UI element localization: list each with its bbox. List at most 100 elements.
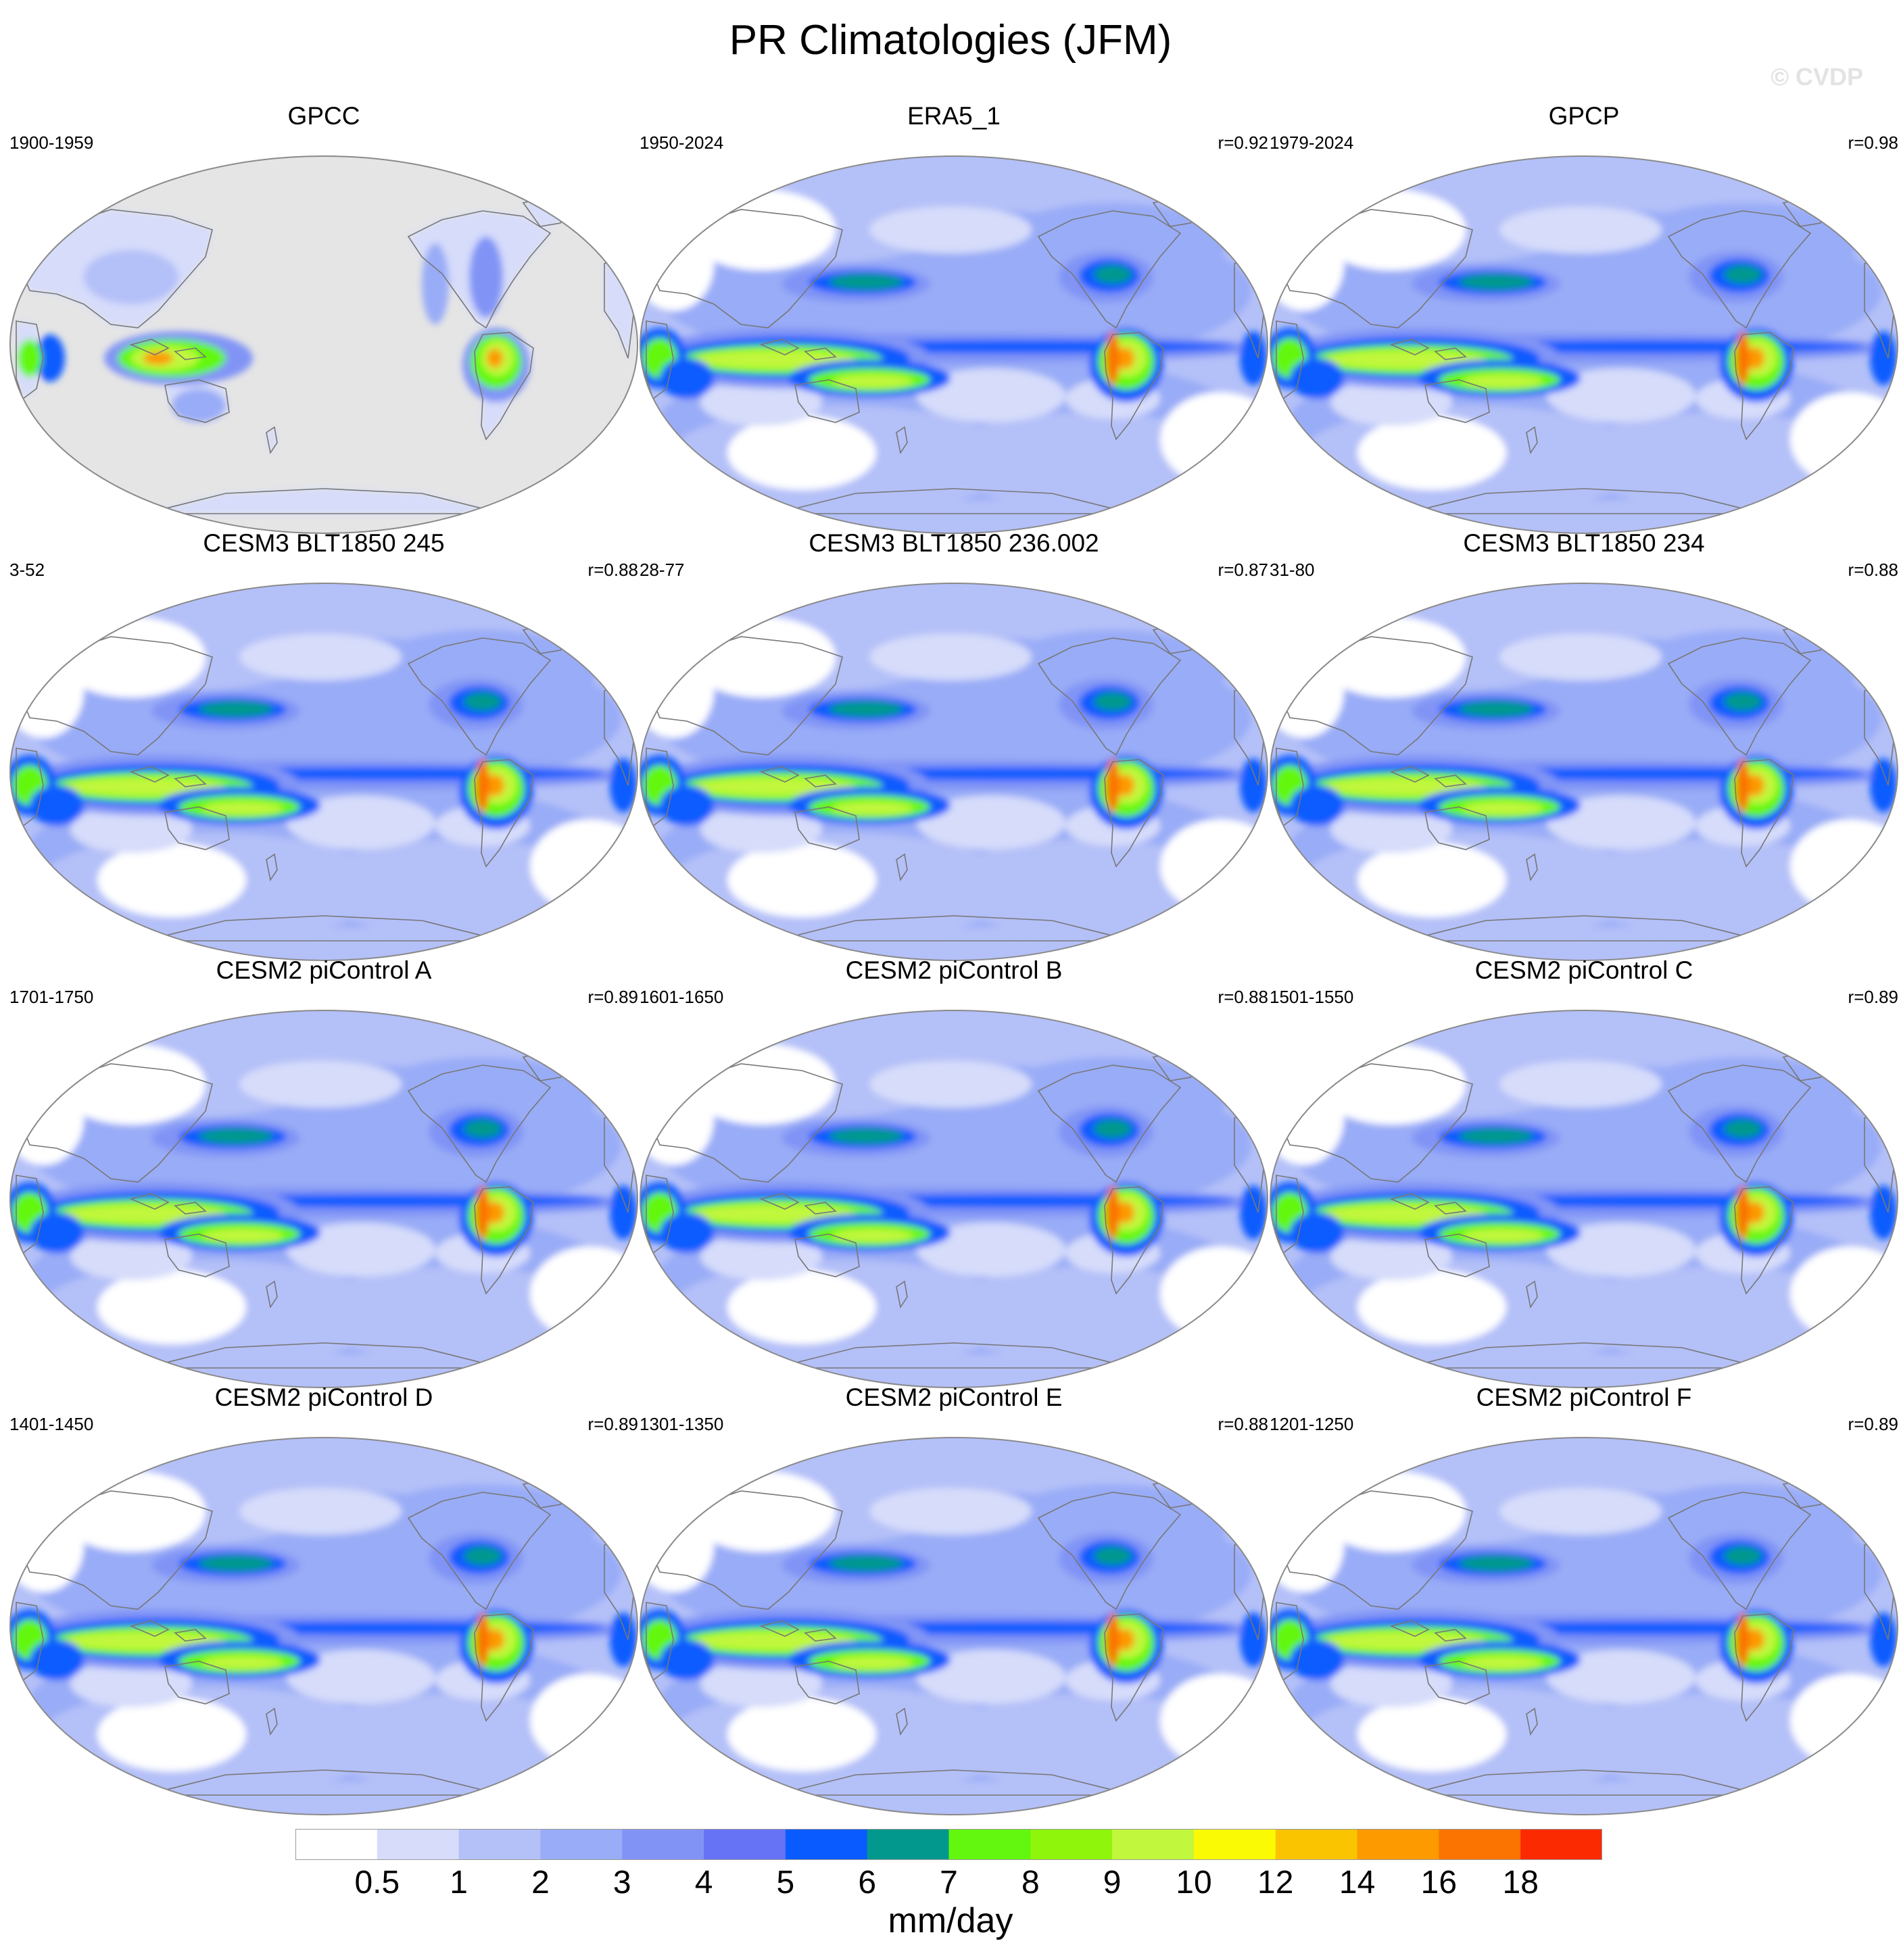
colorbar-tick-label: 6 [858, 1865, 877, 1901]
map-panel: ERA5_1 1950-2024 r=0.92 [640, 101, 1268, 534]
map-panel: CESM2 piControl E 1301-1350 r=0.88 [640, 1383, 1268, 1815]
map-field [640, 583, 1268, 960]
colorbar-swatch [458, 1829, 541, 1860]
panel-title: CESM2 piControl F [1476, 1383, 1692, 1411]
map-field [1270, 156, 1898, 533]
colorbar-swatch [377, 1829, 460, 1860]
panel-years: 1201-1250 [1270, 1414, 1354, 1434]
map-field [640, 1010, 1268, 1388]
map-field [640, 1438, 1268, 1815]
map-panel: CESM3 BLT1850 245 3-52 r=0.88 [9, 529, 638, 961]
map-field [1270, 1010, 1898, 1388]
map-border [1270, 155, 1898, 534]
colorbar-outline [295, 1829, 1602, 1860]
coastlines [1276, 1051, 1896, 1369]
map-field [1270, 1438, 1898, 1815]
precip-map [640, 583, 1268, 961]
panel-correlation: r=0.88 [1218, 1414, 1268, 1434]
map-panel: GPCC 1900-1959 [9, 101, 638, 534]
map-border [640, 155, 1268, 534]
colorbar-tick-label: 16 [1420, 1865, 1458, 1901]
panel-title: GPCP [1548, 102, 1620, 130]
map-panel: CESM3 BLT1850 234 31-80 r=0.88 [1270, 529, 1898, 961]
panel-years: 1979-2024 [1270, 132, 1354, 153]
colorbar-swatch [948, 1829, 1031, 1860]
panel-correlation: r=0.89 [1848, 1414, 1898, 1434]
colorbar-swatch [1193, 1829, 1276, 1860]
panel-title: CESM2 piControl A [216, 956, 432, 984]
panel-years: 1601-1650 [640, 987, 724, 1007]
panel-years: 1900-1959 [9, 132, 94, 153]
precip-map [1270, 1010, 1898, 1388]
precip-map [640, 155, 1268, 534]
colorbar-tick-label: 7 [940, 1865, 958, 1901]
colorbar-tick-label: 5 [776, 1865, 795, 1901]
precip-map [1270, 155, 1898, 534]
map-border [1270, 583, 1898, 961]
map-border [9, 1010, 638, 1388]
panel-years: 1701-1750 [9, 987, 94, 1007]
panel-correlation: r=0.87 [1218, 560, 1268, 580]
colorbar-swatch [295, 1829, 378, 1860]
map-panel: CESM2 piControl C 1501-1550 r=0.89 [1270, 956, 1898, 1388]
colorbar-tick-label: 10 [1176, 1865, 1212, 1901]
map-panel: CESM2 piControl B 1601-1650 r=0.88 [640, 956, 1268, 1388]
map-field [10, 583, 637, 960]
map-border [1270, 1010, 1898, 1388]
colorbar-tick-label: 14 [1339, 1865, 1376, 1901]
panel-title: CESM2 piControl E [845, 1383, 1063, 1411]
panel-title: CESM2 piControl B [845, 956, 1063, 984]
panel-years: 1301-1350 [640, 1414, 724, 1434]
map-panel: CESM2 piControl D 1401-1450 r=0.89 [9, 1383, 638, 1815]
panel-correlation: r=0.98 [1848, 132, 1898, 153]
map-panel: CESM2 piControl F 1201-1250 r=0.89 [1270, 1383, 1898, 1815]
map-border [9, 583, 638, 961]
panel-title: ERA5_1 [907, 102, 1001, 130]
coastlines [1276, 624, 1896, 941]
panel-correlation: r=0.88 [1848, 560, 1898, 580]
colorbar-swatch [1112, 1829, 1195, 1860]
map-border [640, 583, 1268, 961]
panel-years: 3-52 [9, 560, 45, 580]
colorbar-swatch [1275, 1829, 1358, 1860]
colorbar-swatches [295, 1829, 1602, 1860]
map-border [9, 155, 638, 534]
panel-years: 1401-1450 [9, 1414, 94, 1434]
precip-map [640, 1437, 1268, 1815]
map-border [640, 1010, 1268, 1388]
figure-title: PR Climatologies (JFM) [729, 17, 1172, 64]
coastlines [16, 1478, 635, 1796]
colorbar-tick-label: 2 [531, 1865, 550, 1901]
colorbar-swatch [1439, 1829, 1521, 1860]
map-field [1270, 583, 1898, 960]
colorbar-swatch [1030, 1829, 1113, 1860]
colorbar-swatch [704, 1829, 786, 1860]
colorbar-swatch [867, 1829, 949, 1860]
map-panel: CESM2 piControl A 1701-1750 r=0.89 [9, 956, 638, 1388]
map-field [10, 156, 637, 533]
precip-map [640, 1010, 1268, 1388]
panel-correlation: r=0.89 [587, 987, 638, 1007]
colorbar [295, 1829, 1602, 1860]
colorbar-tick-label: 0.5 [354, 1865, 400, 1901]
map-panel: GPCP 1979-2024 r=0.98 [1270, 101, 1898, 534]
panel-years: 31-80 [1270, 560, 1315, 580]
map-panel: CESM3 BLT1850 236.002 28-77 r=0.87 [640, 529, 1268, 961]
colorbar-swatch [540, 1829, 623, 1860]
colorbar-swatch [622, 1829, 704, 1860]
map-field [10, 1010, 637, 1388]
panel-years: 28-77 [640, 560, 685, 580]
panel-years: 1501-1550 [1270, 987, 1354, 1007]
precip-map [1270, 1437, 1898, 1815]
map-field [10, 1438, 637, 1815]
precip-map [9, 1437, 638, 1815]
precip-map [9, 1010, 638, 1388]
panel-correlation: r=0.88 [1218, 987, 1268, 1007]
panel-title: CESM3 BLT1850 245 [203, 529, 445, 557]
panel-correlation: r=0.89 [587, 1414, 638, 1434]
colorbar-tick-label: 9 [1103, 1865, 1122, 1901]
panel-title: CESM3 BLT1850 234 [1463, 529, 1705, 557]
colorbar-tick-label: 12 [1257, 1865, 1294, 1901]
precip-map [9, 583, 638, 961]
colorbar-swatch [1357, 1829, 1439, 1860]
